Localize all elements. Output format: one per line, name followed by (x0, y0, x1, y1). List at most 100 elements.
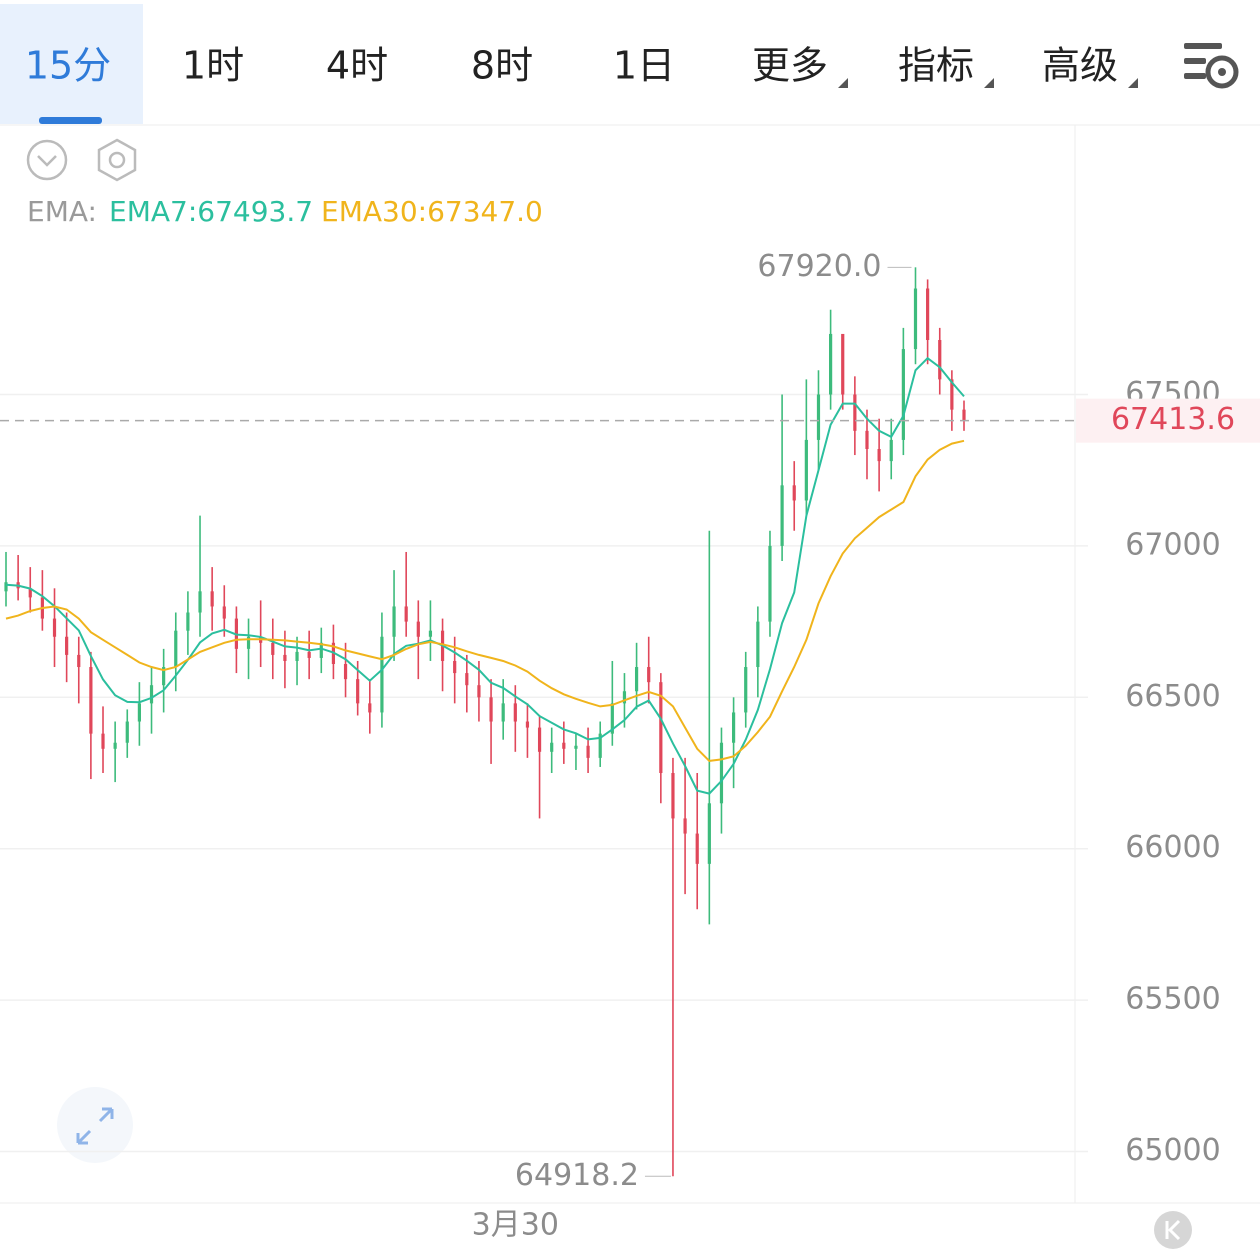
candle-body (938, 339, 942, 380)
candle-body (622, 691, 627, 704)
candle-body (634, 667, 639, 692)
candle-body (453, 660, 457, 674)
y-tick-label: 66000 (1125, 830, 1220, 865)
candle-body (356, 679, 360, 704)
candle-body (574, 745, 578, 749)
candle-body (416, 621, 420, 637)
candle-body (404, 606, 408, 622)
candle-body (113, 742, 117, 749)
collapse-icon[interactable] (26, 139, 68, 181)
candle-body (780, 485, 784, 546)
active-tab-bg (0, 4, 143, 124)
indicator-settings-icon[interactable] (97, 138, 137, 182)
timeframe-tab[interactable]: 1时 (182, 44, 244, 88)
candle-body (137, 703, 141, 722)
x-tick-label: 3月30 (472, 1208, 559, 1243)
candle-body (962, 409, 966, 421)
candle-body (246, 636, 251, 649)
candle-body (89, 667, 93, 734)
candle-body (210, 591, 214, 607)
candle-body (768, 545, 772, 622)
candle-body (174, 630, 178, 668)
candle-body (744, 667, 748, 713)
indicator-label: EMA: (27, 195, 97, 228)
candle-body (865, 430, 869, 450)
candle-body (428, 630, 433, 637)
candle-body (307, 651, 311, 658)
min-label: 64918.2 (515, 1158, 639, 1193)
candle-body (343, 664, 348, 680)
timeframe-tab[interactable]: 4时 (326, 44, 388, 88)
current-price-label: 67413.6 (1111, 402, 1235, 437)
settings-icon[interactable] (1184, 43, 1239, 89)
candle-body (295, 651, 299, 661)
candle-body (901, 349, 905, 440)
candle-body (816, 394, 821, 440)
candle-body (501, 703, 505, 722)
candle-body (380, 636, 384, 713)
candle-body (198, 591, 202, 613)
candle-body (610, 703, 614, 734)
timeframe-tab[interactable]: 指标 (898, 44, 974, 88)
candle-body (562, 742, 566, 749)
candle-body (149, 685, 154, 704)
candle-body (77, 654, 81, 668)
candle-body (392, 606, 396, 637)
fullscreen-button[interactable] (57, 1087, 133, 1163)
candle-body (877, 449, 881, 462)
candle-body (537, 727, 542, 752)
candle-body (792, 485, 796, 501)
candle-body (162, 667, 166, 686)
candle-body (671, 773, 675, 819)
max-label: 67920.0 (757, 249, 881, 284)
candle-body (222, 606, 226, 619)
y-tick-label: 65000 (1125, 1133, 1220, 1168)
active-tab-underline (39, 117, 102, 124)
candle-body (125, 721, 129, 743)
dropdown-caret (1128, 78, 1138, 88)
y-tick-label: 65500 (1125, 982, 1220, 1017)
candle-body (586, 745, 590, 758)
candle-body (101, 733, 105, 749)
candle-body (28, 588, 32, 598)
candle-body (926, 288, 930, 340)
timeframe-tab[interactable]: 15分 (25, 44, 111, 88)
candle-body (271, 642, 275, 655)
candle-body (889, 439, 893, 462)
candle-body (829, 333, 833, 395)
legend-entry: EMA7:67493.7 (109, 195, 313, 228)
timeframe-tab[interactable]: 高级 (1042, 44, 1118, 88)
candle-body (683, 818, 687, 834)
dropdown-caret (984, 78, 994, 88)
candle-body (950, 379, 954, 410)
candle-body (804, 439, 808, 501)
candle-body (659, 682, 663, 774)
timeframe-tab[interactable]: 更多 (752, 44, 828, 88)
candle-body (525, 721, 530, 728)
candle-body (4, 582, 8, 592)
ema-line (5, 356, 965, 795)
y-tick-label: 66500 (1125, 679, 1220, 714)
candle-body (598, 733, 602, 758)
candle-body (283, 654, 287, 661)
candle-body (489, 697, 493, 722)
candle-body (368, 703, 372, 713)
candle-body (477, 685, 481, 698)
candle-body (647, 667, 651, 683)
candle-body (719, 742, 724, 804)
timeframe-tab[interactable]: 8时 (471, 44, 533, 88)
candle-body (52, 618, 57, 637)
candle-body (707, 803, 711, 864)
scroll-latest-button[interactable] (1154, 1211, 1192, 1249)
candle-body (731, 712, 736, 743)
ema-line (5, 439, 965, 762)
candle-body (841, 333, 845, 395)
timeframe-tab[interactable]: 1日 (613, 44, 675, 88)
candle-body (913, 288, 918, 350)
candle-body (853, 394, 857, 431)
candle-body (465, 673, 469, 686)
candle-body (319, 642, 323, 658)
